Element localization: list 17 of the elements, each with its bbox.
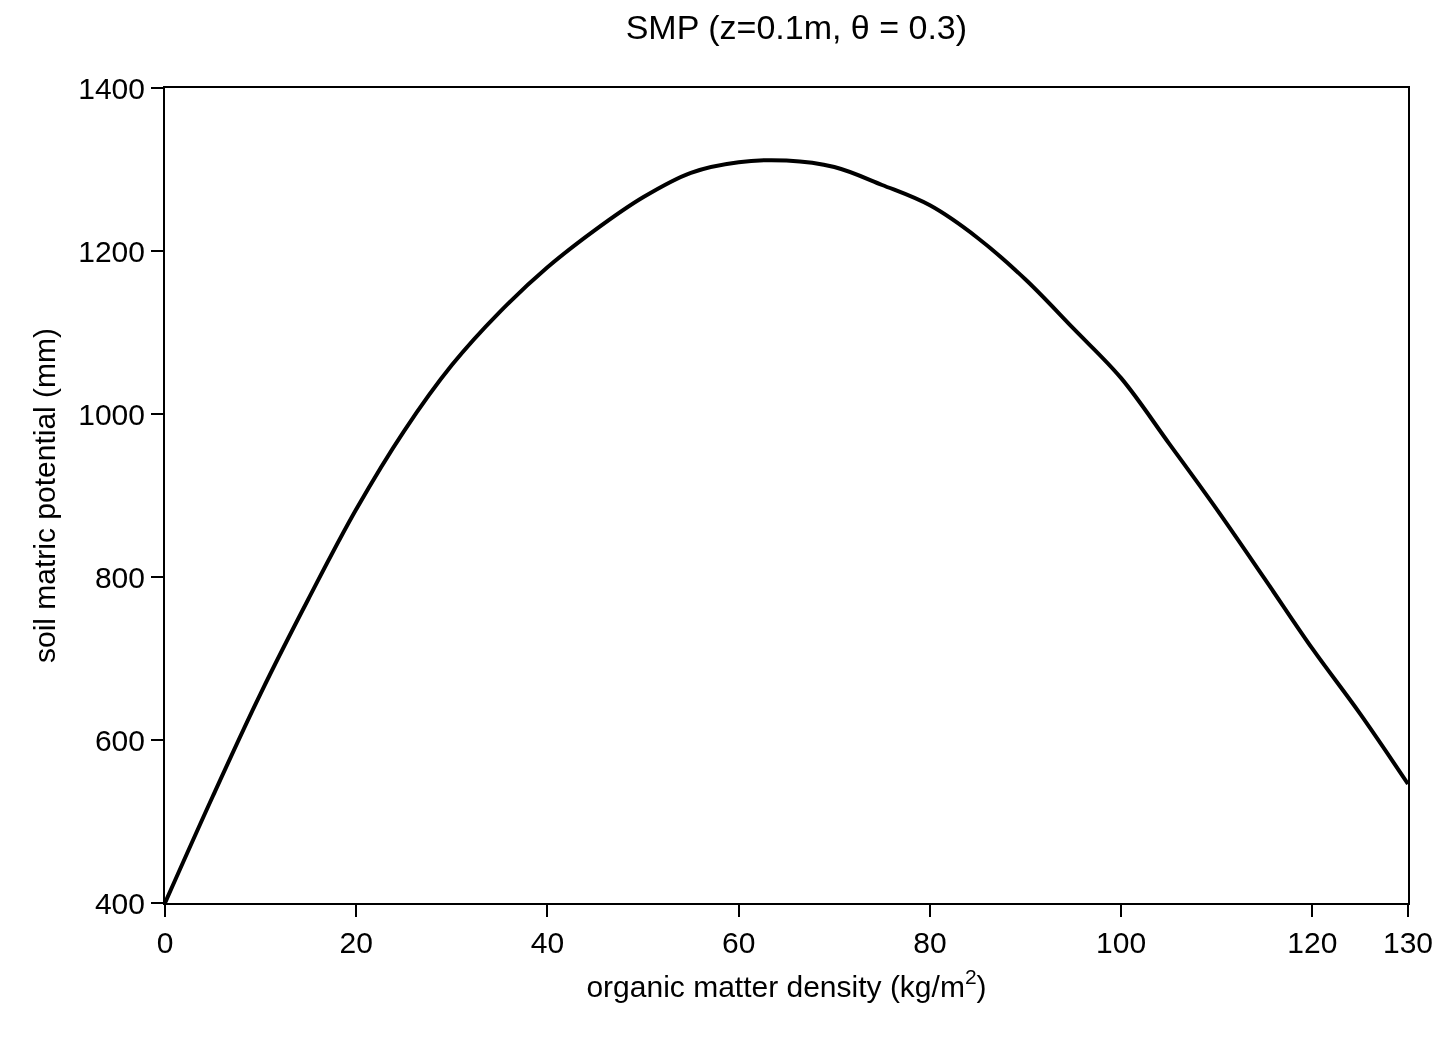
y-tick-label: 400 <box>94 886 145 920</box>
x-tick-label: 0 <box>156 926 174 959</box>
y-tick-label: 800 <box>94 560 145 594</box>
x-tick-label: 40 <box>530 926 565 959</box>
x-tick-label: 100 <box>1096 926 1147 959</box>
y-tick-label: 1400 <box>78 71 145 105</box>
y-tick-label: 1200 <box>78 234 145 268</box>
x-tick-label: 120 <box>1287 926 1338 959</box>
y-tick-label: 600 <box>94 723 145 757</box>
x-tick-label: 20 <box>339 926 373 959</box>
x-axis-title: organic matter density (kg/m$^{2}$) <box>586 965 987 1003</box>
y-tick-label: 1000 <box>78 397 145 431</box>
y-axis-title: soil matric potential (mm) <box>27 327 61 664</box>
x-tick-label: 130 <box>1382 926 1434 959</box>
x-tick-label: 80 <box>913 926 947 959</box>
x-tick-label: 60 <box>722 926 756 959</box>
chart-title: SMP (z=0.1m, θ = 0.3) <box>625 8 968 47</box>
